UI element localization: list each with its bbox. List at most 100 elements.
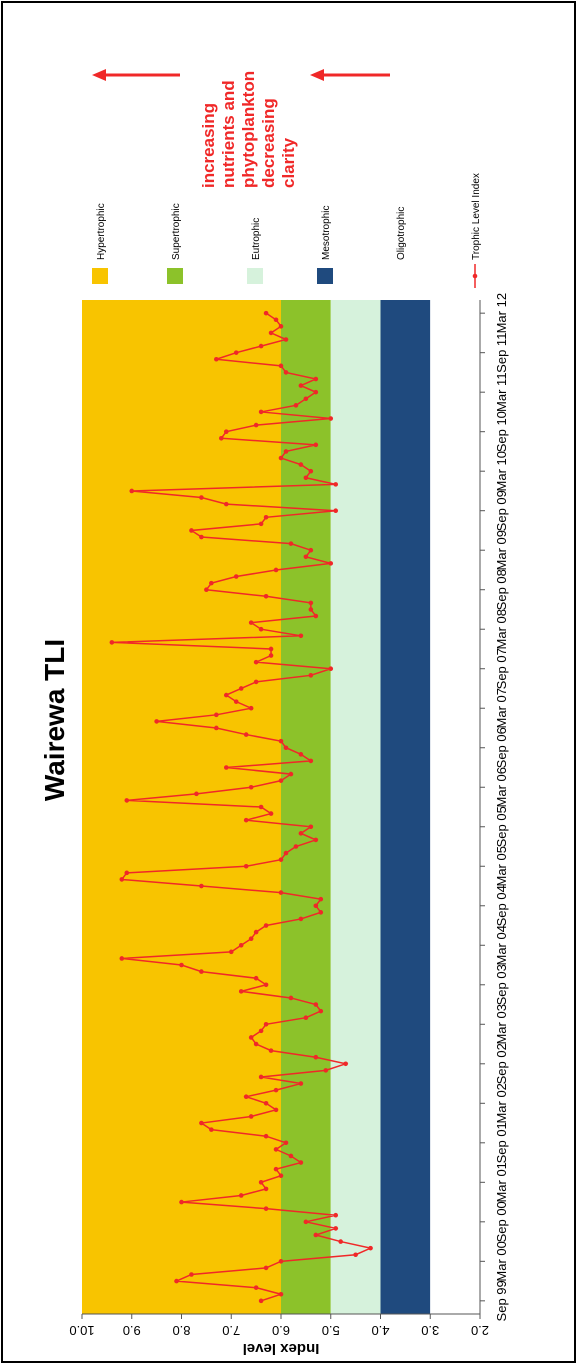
data-point (263, 310, 269, 316)
legend-label: Hypertrophic (96, 203, 107, 260)
legend-swatch (391, 267, 409, 285)
legend-marker (472, 273, 478, 279)
trophic-band (380, 300, 431, 1314)
data-point (333, 1226, 339, 1231)
data-point (243, 863, 249, 869)
data-point (288, 995, 294, 1001)
data-point (278, 857, 284, 862)
data-point (313, 1054, 319, 1060)
data-point (124, 798, 130, 803)
data-point (238, 989, 244, 994)
data-point (253, 679, 259, 685)
x-tick-label: Sep 02 (494, 1043, 509, 1084)
data-point (199, 1120, 204, 1126)
trophic-band (82, 300, 281, 1314)
data-point (278, 1259, 284, 1264)
data-point (328, 666, 334, 672)
data-point (298, 916, 304, 922)
data-point (119, 877, 125, 882)
data-point (263, 923, 269, 928)
data-point (318, 1008, 324, 1014)
data-point (288, 541, 294, 546)
data-point (298, 752, 304, 757)
data-point (174, 1278, 179, 1284)
data-point (303, 475, 309, 481)
data-point (263, 1265, 269, 1271)
data-point (273, 1087, 279, 1093)
data-point (214, 712, 219, 718)
annotation: increasing (199, 103, 218, 188)
x-tick-label: Mar 02 (494, 1083, 509, 1123)
x-tick-label: Mar 12 (494, 293, 509, 333)
legend-swatch (167, 268, 183, 284)
data-point (313, 442, 319, 448)
data-point (278, 1173, 284, 1179)
data-point (273, 1147, 279, 1152)
x-tick-label: Sep 01 (494, 1122, 509, 1163)
data-point (283, 745, 289, 751)
data-point (343, 1061, 348, 1067)
legend-swatch (92, 268, 108, 284)
data-point (199, 883, 204, 889)
data-point (223, 501, 229, 507)
x-tick-label: Mar 06 (494, 767, 509, 807)
data-point (293, 844, 299, 849)
data-point (268, 653, 274, 658)
data-point (119, 956, 125, 961)
data-point (298, 462, 304, 467)
legend-label: Oligotrophic (396, 207, 407, 260)
data-point (283, 370, 289, 375)
x-tick-label: Mar 07 (494, 688, 509, 728)
data-point (308, 607, 314, 612)
data-point (189, 528, 194, 533)
data-point (204, 587, 209, 593)
legend-label: Eutrophic (251, 218, 262, 260)
data-point (308, 824, 314, 830)
data-point (253, 975, 259, 981)
data-point (263, 1186, 269, 1192)
annotation: nutrients and (219, 80, 238, 188)
data-point (333, 1212, 339, 1218)
data-point (313, 376, 319, 382)
data-point (368, 1245, 373, 1251)
data-point (258, 343, 264, 349)
trophic-band (430, 300, 480, 1314)
data-point (243, 732, 249, 737)
y-tick-label: 7.0 (222, 1323, 240, 1338)
legend-label: Mesotrophic (321, 206, 332, 260)
data-point (223, 429, 229, 434)
data-point (298, 383, 304, 388)
data-point (233, 350, 239, 355)
data-point (283, 337, 289, 342)
data-point (248, 1114, 254, 1119)
data-point (283, 1140, 289, 1146)
x-tick-label: Sep 04 (494, 885, 509, 926)
data-point (278, 738, 284, 744)
data-point (228, 949, 234, 955)
data-point (223, 765, 229, 770)
data-point (278, 890, 284, 895)
data-point (303, 554, 309, 560)
data-point (313, 1232, 319, 1238)
data-point (318, 896, 324, 902)
data-point (268, 811, 274, 816)
data-point (303, 1219, 309, 1225)
data-point (308, 673, 314, 678)
data-point (273, 317, 279, 323)
data-point (308, 758, 314, 764)
y-tick-label: 2.0 (471, 1323, 489, 1338)
annotation: phytoplankton (239, 71, 258, 188)
y-tick-label: 10.0 (69, 1323, 94, 1338)
data-point (258, 1074, 264, 1080)
annotation: decreasing (259, 98, 278, 188)
y-tick-label: 3.0 (421, 1323, 439, 1338)
data-point (263, 1133, 269, 1139)
x-tick-label: Sep 11 (494, 333, 509, 373)
data-point (253, 1041, 259, 1047)
data-point (263, 982, 269, 988)
y-tick-label: 9.0 (123, 1323, 141, 1338)
data-point (338, 1239, 344, 1244)
data-point (263, 593, 269, 599)
